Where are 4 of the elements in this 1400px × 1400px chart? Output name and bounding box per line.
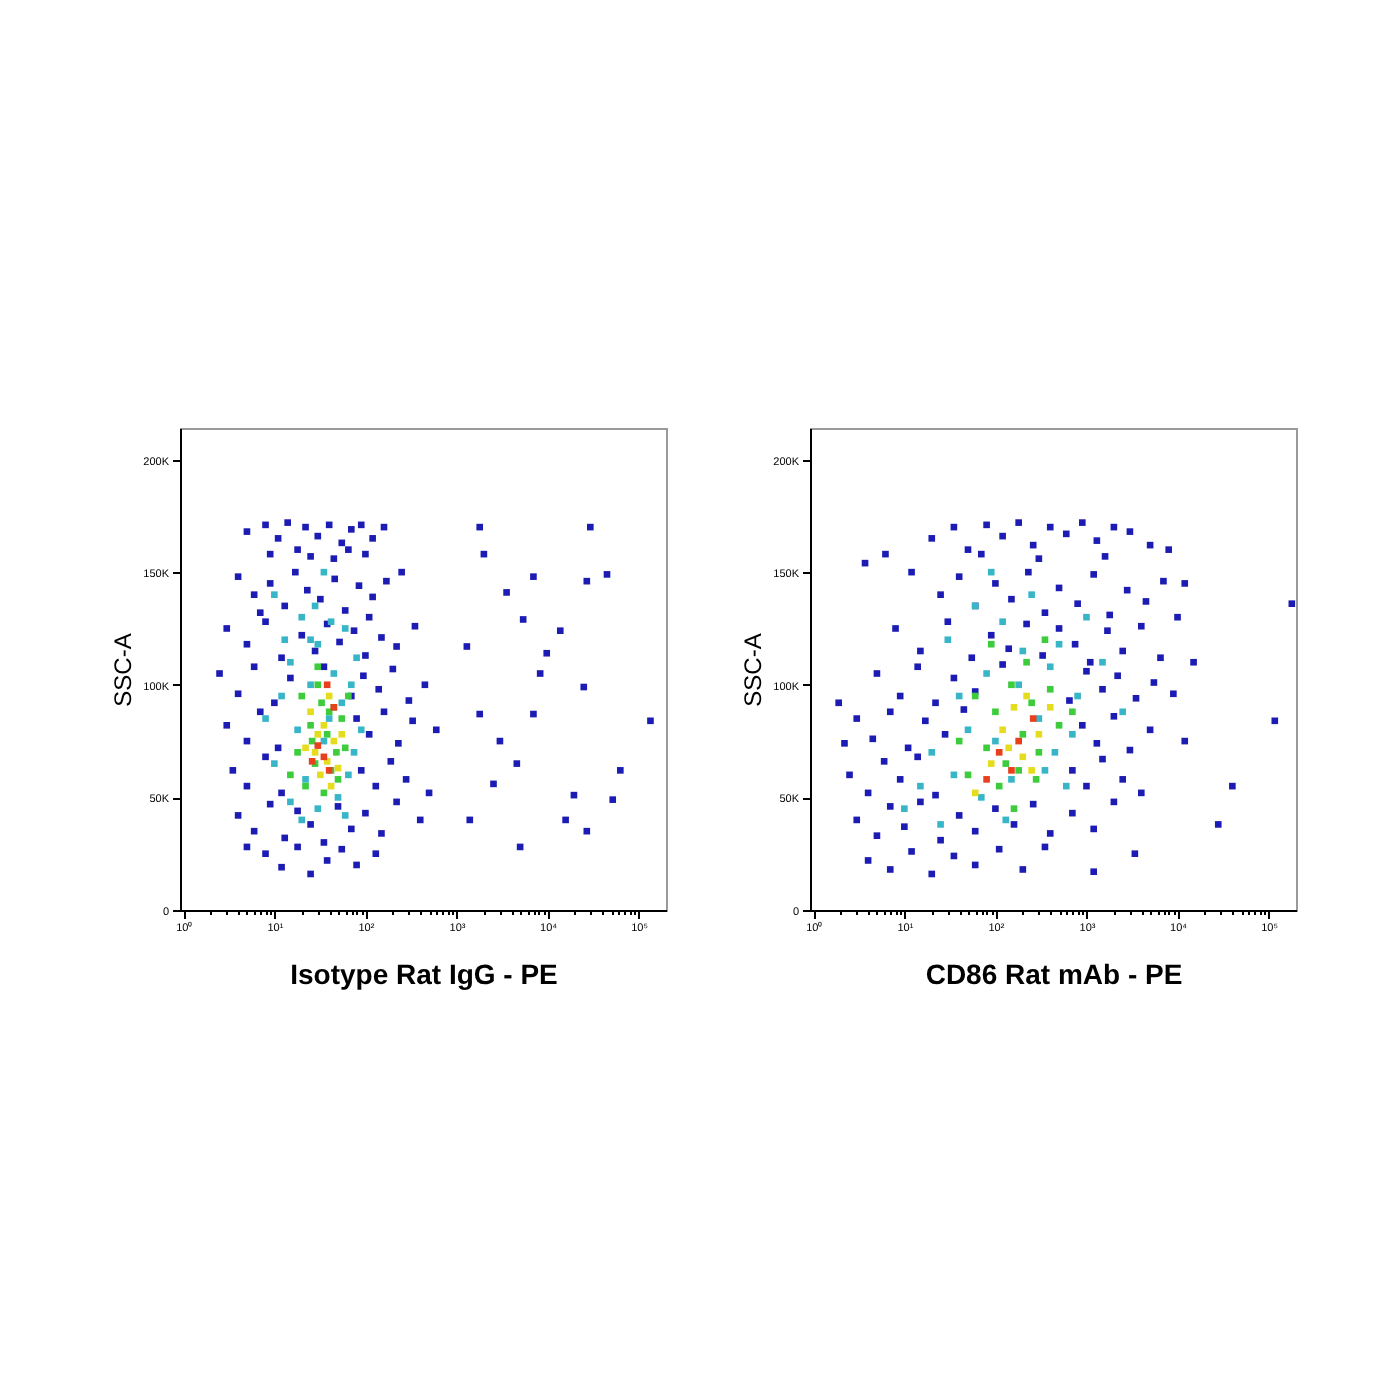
x-axis-title: CD86 Rat mAb - PE	[925, 958, 1183, 990]
y-axis-title: SSC-A	[109, 633, 138, 707]
x-axis-title: Isotype Rat IgG - PE	[290, 958, 558, 990]
y-axis-title: SSC-A	[739, 633, 768, 707]
